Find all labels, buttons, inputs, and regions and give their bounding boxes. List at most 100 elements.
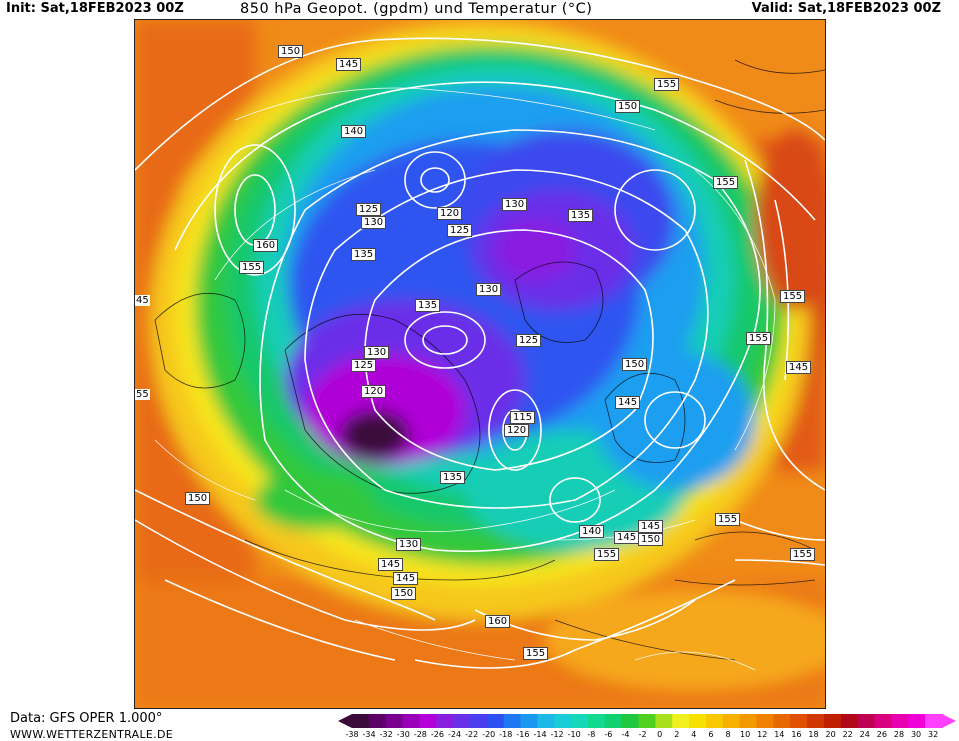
isohypse-label: 55 [135,389,150,400]
colorbar-swatch [773,714,791,728]
colorbar-swatch [824,714,842,728]
colorbar-swatch [486,714,505,728]
colorbar-tick-label: 18 [808,730,819,739]
colorbar-swatch [436,714,454,728]
colorbar-swatch [739,714,758,728]
colorbar-tick-label: -8 [587,730,596,739]
isohypse-label: 125 [447,224,473,237]
colorbar-swatch [503,714,522,728]
colorbar-swatch [352,714,370,728]
colorbar-swatch [655,714,673,728]
colorbar-tick-label: -32 [379,730,393,739]
colorbar-swatch [840,714,859,728]
colorbar-swatch [638,714,656,728]
colorbar-tick-label: -6 [604,730,613,739]
init-time-label: Init: Sat,18FEB2023 00Z [6,1,184,16]
weather-map[interactable]: 150 145 140 125 130 120 125 130 135 160 … [134,19,826,709]
isohypse-label: 155 [239,261,265,274]
isohypse-label: 155 [780,290,806,303]
colorbar-tick-label: 14 [774,730,785,739]
colorbar-tick-label: 6 [708,730,714,739]
colorbar-tick-label: 28 [893,730,905,739]
isohypse-label: 130 [361,216,387,229]
colorbar-swatch [908,714,926,728]
colorbar-tick-label: -14 [533,730,547,739]
isohypse-label: 115 [510,411,536,424]
isohypse-label: 135 [415,299,441,312]
colorbar-swatch [419,714,437,728]
colorbar-swatch [520,714,538,728]
valid-time-label: Valid: Sat,18FEB2023 00Z [751,1,941,16]
colorbar-tick-label: 10 [740,730,751,739]
colorbar-swatch [385,714,404,728]
colorbar-swatch [537,714,555,728]
colorbar-swatch [604,714,623,728]
isohypse-label: 135 [568,209,594,222]
colorbar-tick-label: -34 [362,730,376,739]
colorbar-swatch [689,714,707,728]
colorbar-tick-label: 24 [859,730,870,739]
isohypse-label: 150 [278,45,304,58]
isohypse-label: 155 [713,176,739,189]
colorbar-swatch [857,714,876,728]
colorbar-swatch [874,714,892,728]
isohypse-label: 130 [364,346,390,359]
isohypse-label: 135 [440,471,466,484]
colorbar-swatch [402,714,420,728]
colorbar-swatch [621,714,640,728]
colorbar-right-arrow [942,714,956,728]
isohypse-label: 155 [746,332,772,345]
isohypse-label: 150 [185,492,211,505]
colorbar-tick-label: -24 [448,730,462,739]
isohypse-label: 150 [622,358,648,371]
colorbar-tick-label: 0 [657,730,663,739]
colorbar-swatch [891,714,909,728]
colorbar-tick-label: -22 [465,730,479,739]
isohypse-label: 155 [654,78,680,91]
data-source-label: Data: GFS OPER 1.000° [10,711,163,726]
isohypse-label: 135 [351,248,377,261]
colorbar-swatch [706,714,724,728]
isohypse-label: 155 [715,513,741,526]
temperature-field [135,20,825,708]
colorbar-tick-label: -26 [430,730,444,739]
colorbar-swatch [925,714,943,728]
colorbar-swatch [571,714,589,728]
colorbar-swatch [807,714,825,728]
isohypse-label: 155 [523,647,549,660]
colorbar-swatch [756,714,774,728]
colorbar-tick-label: 12 [757,730,768,739]
isohypse-label: 155 [790,548,816,561]
colorbar-tick-label: 16 [791,730,802,739]
colorbar-tick-label: 8 [725,730,731,739]
isohypse-label: 160 [253,239,279,252]
isohypse-label: 145 [614,531,640,544]
isohypse-label: 150 [391,587,417,600]
isohypse-label: 120 [504,424,530,437]
colorbar-tick-label: -4 [621,730,630,739]
colorbar-tick-label: -30 [396,730,410,739]
colorbar-swatch [722,714,741,728]
isohypse-label: 45 [135,295,150,306]
colorbar-swatch [470,714,488,728]
isohypse-label: 145 [615,396,641,409]
colorbar-tick-label: -20 [482,730,496,739]
colorbar-swatch [672,714,690,728]
colorbar-tick-label: 32 [928,730,939,739]
isohypse-label: 120 [437,207,463,220]
colorbar-tick-label: 30 [910,730,922,739]
isohypse-label: 145 [638,520,664,533]
isohypse-label: 145 [786,361,812,374]
website-label: WWW.WETTERZENTRALE.DE [10,728,173,741]
colorbar-tick-label: -38 [345,730,359,739]
colorbar-tick-label: 4 [691,730,697,739]
isohypse-label: 160 [485,615,511,628]
isohypse-label: 125 [356,203,382,216]
colorbar-tick-label: 20 [825,730,836,739]
colorbar-tick-label: 26 [876,730,887,739]
colorbar-tick-label: -12 [550,730,564,739]
colorbar-swatch [790,714,808,728]
colorbar-tick-label: -28 [413,730,427,739]
isohypse-label: 150 [638,533,664,546]
colorbar-tick-label: -10 [567,730,581,739]
